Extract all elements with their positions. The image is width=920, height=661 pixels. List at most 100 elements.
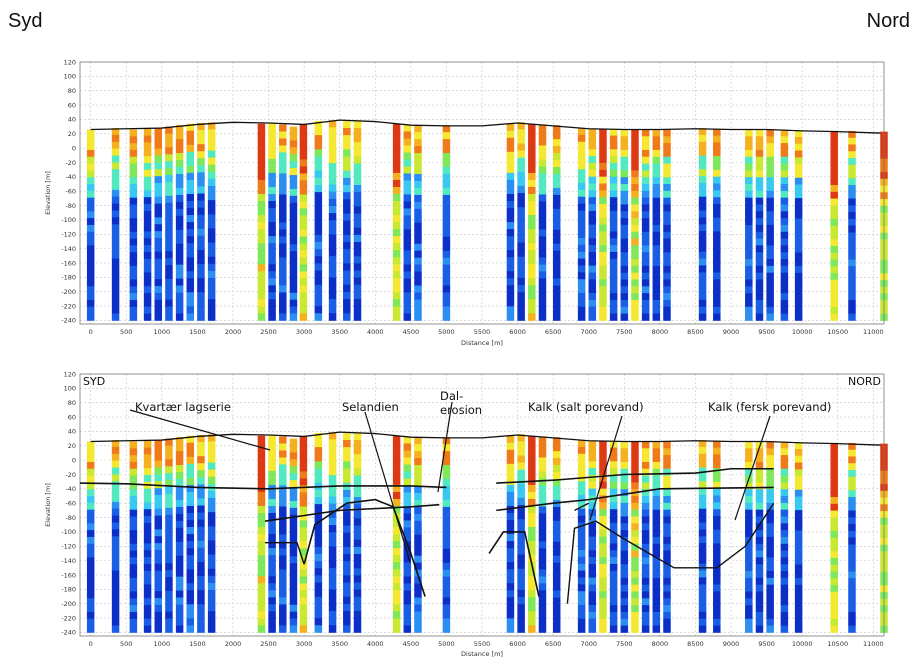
resistivity-column	[414, 125, 422, 321]
resistivity-cell	[314, 554, 323, 562]
resistivity-cell	[257, 299, 266, 307]
resistivity-cell	[577, 313, 586, 321]
resistivity-cell	[599, 272, 607, 280]
resistivity-cell	[620, 245, 629, 253]
resistivity-cell	[207, 469, 216, 478]
resistivity-cell	[268, 264, 276, 272]
resistivity-column	[197, 435, 205, 633]
x-tick-label: 4000	[367, 328, 384, 336]
x-tick-label: 9500	[758, 328, 775, 336]
resistivity-cell	[257, 243, 266, 251]
resistivity-cell	[279, 443, 287, 451]
resistivity-cell	[652, 591, 661, 599]
resistivity-cell	[328, 603, 337, 612]
resistivity-cell	[143, 210, 152, 219]
resistivity-cell	[713, 529, 721, 537]
resistivity-cell	[289, 514, 298, 523]
resistivity-cell	[528, 435, 536, 444]
resistivity-cell	[745, 543, 753, 551]
resistivity-cell	[577, 460, 586, 468]
resistivity-cell	[154, 299, 163, 308]
resistivity-cell	[577, 176, 586, 184]
resistivity-cell	[830, 205, 838, 213]
resistivity-cell	[289, 459, 298, 467]
resistivity-cell	[577, 272, 586, 280]
resistivity-cell	[414, 597, 422, 605]
resistivity-cell	[766, 584, 774, 592]
resistivity-cell	[552, 437, 561, 445]
resistivity-cell	[506, 520, 515, 528]
resistivity-cell	[299, 520, 308, 528]
resistivity-cell	[506, 576, 515, 584]
resistivity-cell	[328, 148, 337, 157]
resistivity-cell	[588, 529, 597, 537]
resistivity-cell	[175, 173, 184, 182]
x-tick-label: 10000	[792, 640, 813, 648]
resistivity-cell	[517, 582, 525, 591]
resistivity-cell	[552, 194, 561, 203]
resistivity-cell	[343, 561, 351, 569]
resistivity-cell	[652, 306, 661, 314]
resistivity-cell	[129, 530, 138, 538]
resistivity-cell	[86, 543, 95, 551]
resistivity-cell	[599, 149, 607, 157]
resistivity-cell	[111, 292, 120, 301]
resistivity-cell	[154, 313, 163, 321]
resistivity-cell	[257, 520, 266, 528]
resistivity-cell	[599, 625, 607, 633]
resistivity-cell	[299, 138, 308, 146]
resistivity-cell	[343, 299, 351, 307]
resistivity-cell	[268, 597, 276, 605]
resistivity-cell	[289, 133, 298, 141]
resistivity-cell	[403, 562, 412, 570]
resistivity-cell	[528, 491, 536, 500]
resistivity-cell	[186, 569, 195, 577]
resistivity-cell	[663, 557, 671, 565]
resistivity-cell	[268, 435, 276, 444]
resistivity-cell	[745, 143, 753, 151]
resistivity-cell	[442, 590, 451, 598]
resistivity-cell	[328, 306, 337, 314]
resistivity-cell	[663, 211, 671, 219]
resistivity-cell	[830, 578, 838, 586]
resistivity-cell	[186, 541, 195, 549]
resistivity-cell	[506, 250, 515, 258]
resistivity-cell	[794, 523, 803, 531]
resistivity-cell	[780, 231, 789, 239]
resistivity-cell	[620, 197, 629, 205]
resistivity-cell	[830, 198, 838, 206]
resistivity-cell	[652, 259, 661, 267]
resistivity-cell	[143, 440, 152, 449]
x-tick-label: 9500	[758, 640, 775, 648]
resistivity-cell	[197, 597, 205, 605]
resistivity-cell	[766, 265, 774, 274]
resistivity-cell	[186, 130, 195, 139]
resistivity-cell	[552, 285, 561, 293]
resistivity-cell	[745, 224, 753, 233]
resistivity-column	[698, 128, 707, 321]
resistivity-cell	[620, 156, 629, 164]
resistivity-cell	[830, 232, 838, 240]
resistivity-cell	[314, 561, 323, 569]
x-tick-label: 9000	[723, 640, 740, 648]
resistivity-cell	[588, 224, 597, 232]
resistivity-cell	[848, 456, 856, 464]
resistivity-cell	[442, 139, 451, 147]
resistivity-cell	[830, 164, 838, 172]
resistivity-cell	[175, 527, 184, 536]
resistivity-cell	[609, 135, 618, 143]
resistivity-cell	[289, 265, 298, 273]
resistivity-cell	[528, 123, 536, 132]
resistivity-column	[780, 129, 789, 321]
resistivity-cell	[552, 243, 561, 252]
resistivity-cell	[86, 571, 95, 579]
resistivity-cell	[343, 475, 351, 484]
resistivity-cell	[517, 512, 525, 520]
resistivity-cell	[186, 285, 195, 293]
resistivity-cell	[755, 293, 764, 301]
resistivity-cell	[698, 584, 707, 592]
resistivity-cell	[392, 222, 401, 230]
resistivity-cell	[663, 177, 671, 185]
y-tick-label: -220	[61, 302, 76, 310]
resistivity-cell	[713, 265, 721, 273]
